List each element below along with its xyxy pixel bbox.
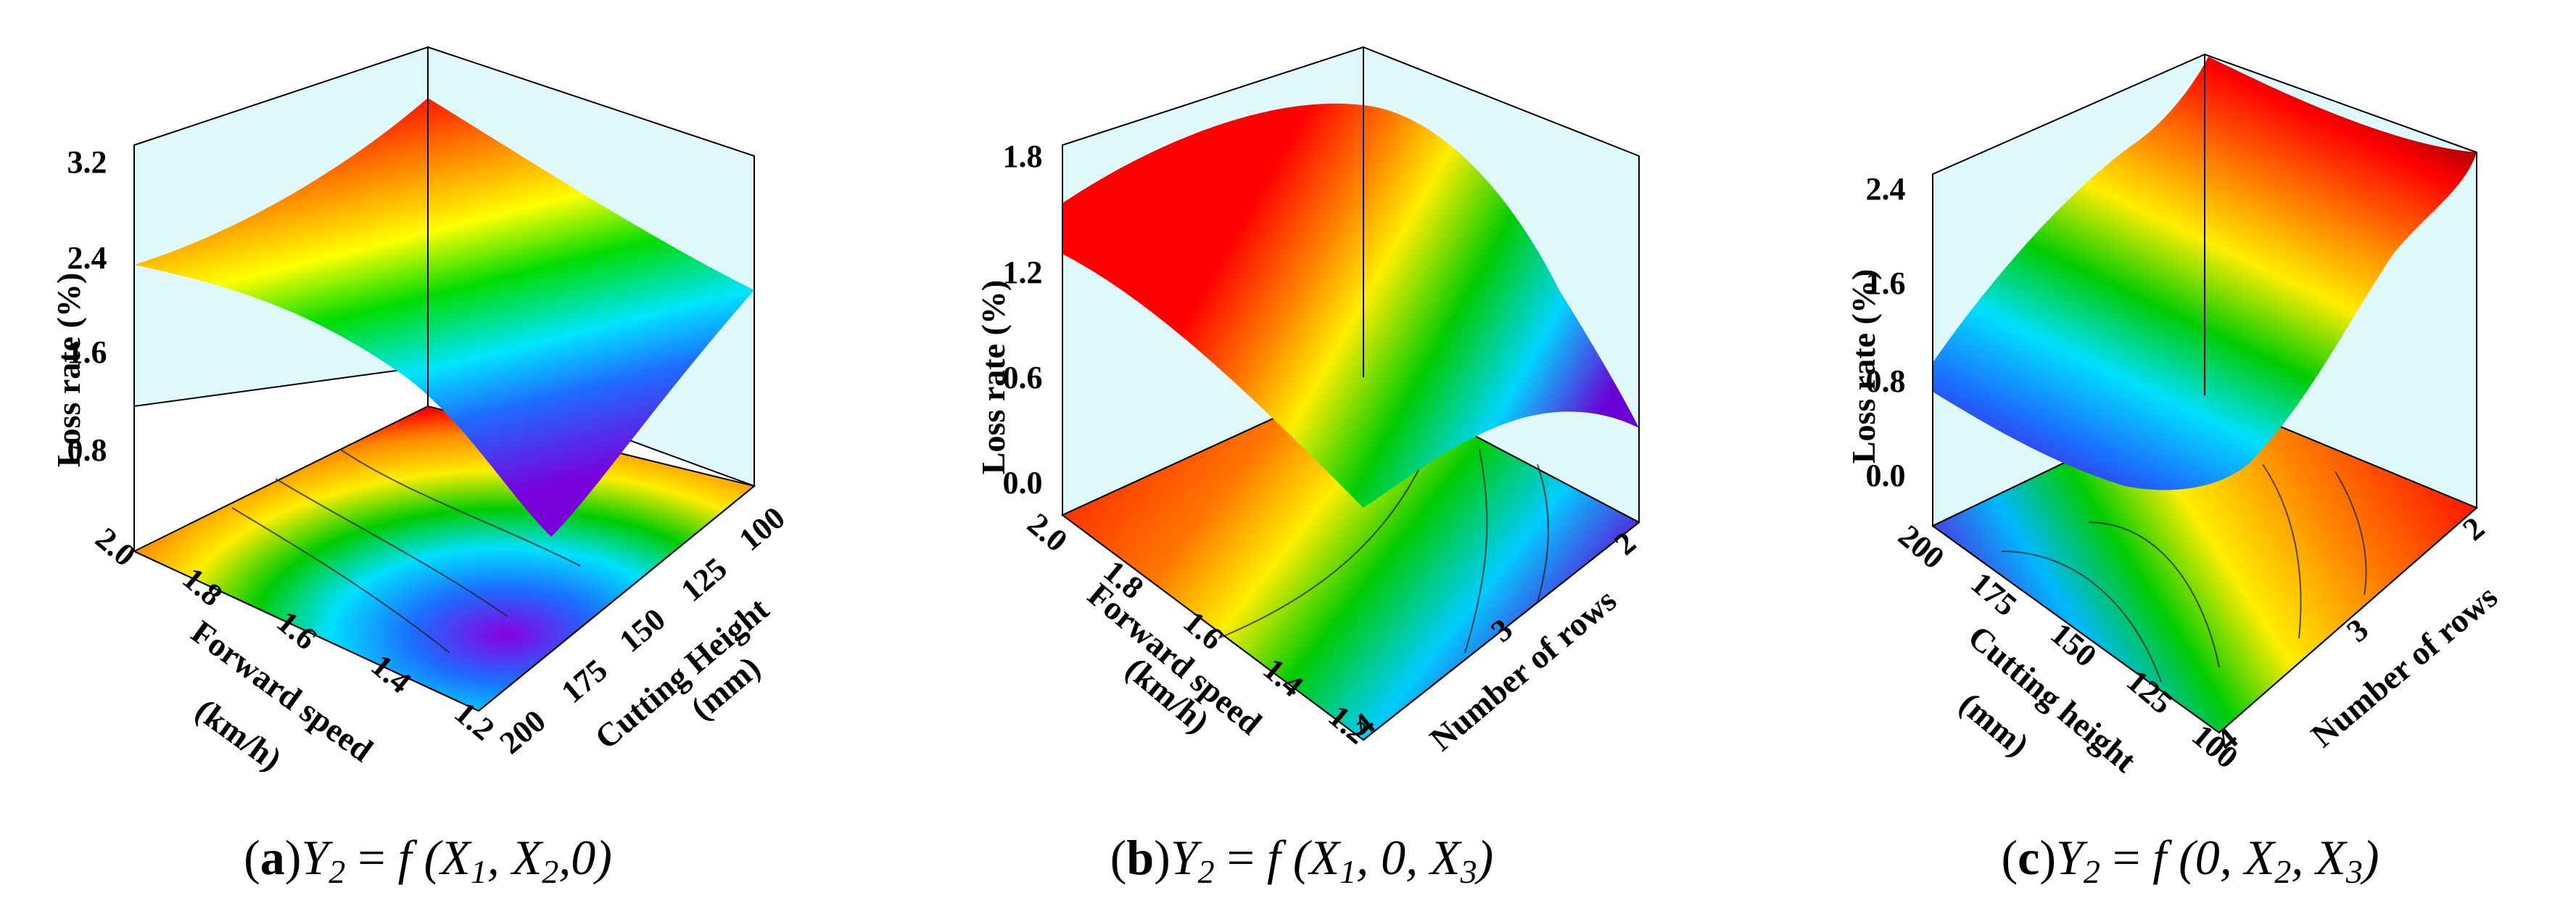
panel-c-caption-y: Y (2056, 830, 2088, 885)
panel-a-x-tick: 1.2 (448, 694, 502, 747)
panel-c-floor-contour-line (2334, 471, 2367, 596)
panel-c-z-axis-label: Loss rate (%) (1845, 269, 1882, 464)
panel-a-y-tick: 150 (613, 601, 672, 659)
panel-c-y-tick: 3 (2340, 612, 2375, 649)
panel-a-frame-edge (133, 145, 755, 712)
panel-b-caption-y: Y (1171, 830, 1202, 885)
panel-b-z-tick: 1.8 (1003, 139, 1043, 174)
panel-a-caption: (a)Y2 = f (X1, X2,0) (244, 830, 612, 890)
panel-b-caption-label: b (1126, 830, 1154, 885)
panel-a-z-tick: 2.4 (67, 240, 107, 276)
panel-a-y-tick: 200 (493, 703, 553, 761)
panel-b: 1.8 1.2 0.6 0.0 Loss rate (%) 2.0 1.8 1.… (975, 46, 1643, 890)
panel-c-floor-contour-line (2262, 464, 2302, 639)
panel-a-floor-contour-line (275, 478, 508, 617)
panel-b-frame-edge (1062, 145, 1640, 741)
panel-a-floor-contour-line (231, 507, 450, 654)
panel-c-z-tick: 2.4 (1866, 171, 1906, 207)
panel-a-y-tick: 175 (555, 652, 614, 710)
panel-c-z-tick: 1.6 (1866, 266, 1906, 301)
panel-b-z-tick: 0.0 (1003, 465, 1043, 501)
panel-b-floor-contour-line (1537, 464, 1549, 603)
panel-b-floor-contour-line (1218, 464, 1422, 639)
panel-a-caption-y: Y (301, 830, 333, 885)
panel-a-floor-contour-line (340, 449, 581, 567)
panel-c-caption: (c)Y2 = f (0, X2, X3) (2002, 830, 2379, 890)
panel-b-z-tick: 0.6 (1003, 360, 1043, 395)
panel-c-floor-contour-line (2001, 551, 2162, 683)
panel-c: 2.4 1.6 0.8 0.0 Loss rate (%) 200 175 15… (1845, 53, 2504, 890)
panel-c-y-tick: 2 (2456, 510, 2491, 548)
panel-a-z-tick: 0.8 (67, 432, 107, 468)
panel-c-floor-contour-line (2088, 522, 2220, 668)
panel-a-caption-label: a (260, 830, 285, 885)
panel-b-z-tick: 1.2 (1003, 255, 1043, 290)
panel-a-z-tick: 3.2 (67, 144, 107, 180)
panel-c-caption-label: c (2018, 830, 2039, 885)
panel-b-response-surface (1062, 103, 1639, 509)
panel-c-z-tick: 0.0 (1866, 458, 1906, 493)
panel-a-z-axis-label: Loss rate (%) (50, 273, 87, 467)
panel-b-floor-contour-line (1464, 449, 1488, 654)
panel-a-y-tick: 125 (674, 551, 734, 609)
panel-a: 3.2 2.4 1.6 0.8 Loss rate (%) 2.0 1.8 1.… (50, 46, 792, 890)
panel-a-response-surface (134, 98, 754, 537)
panel-c-frame-edge (1932, 152, 2477, 734)
panel-a-z-tick: 1.6 (67, 334, 107, 370)
panel-a-y-tick: 100 (732, 500, 792, 558)
panel-b-z-axis-label: Loss rate (%) (975, 280, 1012, 474)
panel-b-caption: (b)Y2 = f (X1, 0, X3) (1110, 830, 1494, 890)
panel-c-z-tick: 0.8 (1866, 363, 1906, 399)
